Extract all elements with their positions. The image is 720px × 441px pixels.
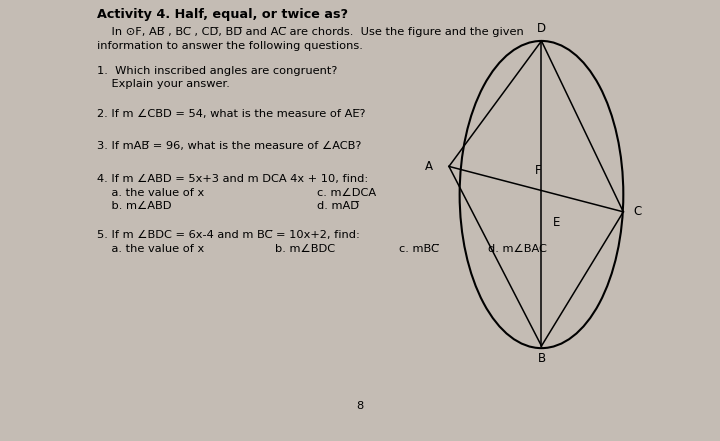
Text: Explain your answer.: Explain your answer. [96, 79, 230, 90]
Text: b. m∠BDC: b. m∠BDC [274, 244, 335, 254]
Text: In ⊙F, AB̅ , BC̅ , CD̅, BD̅ and AC̅ are chords.  Use the figure and the given: In ⊙F, AB̅ , BC̅ , CD̅, BD̅ and AC̅ are … [96, 26, 523, 37]
Text: c. m∠DCA: c. m∠DCA [318, 187, 377, 198]
Text: 8: 8 [356, 401, 364, 411]
Text: E: E [553, 216, 560, 229]
Text: 3. If mAB̅ = 96, what is the measure of ∠ACB?: 3. If mAB̅ = 96, what is the measure of … [96, 141, 361, 151]
Text: A: A [425, 160, 433, 173]
Text: 5. If m ∠BDC = 6x-4 and m BC̅ = 10x+2, find:: 5. If m ∠BDC = 6x-4 and m BC̅ = 10x+2, f… [96, 230, 359, 240]
Text: C: C [634, 206, 642, 218]
Text: 4. If m ∠ABD = 5x+3 and m DCA 4x + 10, find:: 4. If m ∠ABD = 5x+3 and m DCA 4x + 10, f… [96, 174, 368, 184]
Text: c. mBC̅: c. mBC̅ [399, 244, 439, 254]
Text: d. mAD̅: d. mAD̅ [318, 201, 359, 211]
Text: a. the value of x: a. the value of x [96, 187, 204, 198]
Text: b. m∠ABD: b. m∠ABD [96, 201, 171, 211]
Text: F: F [535, 164, 541, 177]
Text: D: D [537, 22, 546, 35]
Text: a. the value of x: a. the value of x [96, 244, 204, 254]
Text: Activity 4. Half, equal, or twice as?: Activity 4. Half, equal, or twice as? [96, 8, 348, 22]
Text: 1.  Which inscribed angles are congruent?: 1. Which inscribed angles are congruent? [96, 66, 337, 75]
Text: d. m∠BAC: d. m∠BAC [488, 244, 547, 254]
Text: information to answer the following questions.: information to answer the following ques… [96, 41, 363, 51]
Text: B: B [537, 352, 546, 366]
Text: 2. If m ∠CBD = 54, what is the measure of AE̅?: 2. If m ∠CBD = 54, what is the measure o… [96, 109, 365, 119]
